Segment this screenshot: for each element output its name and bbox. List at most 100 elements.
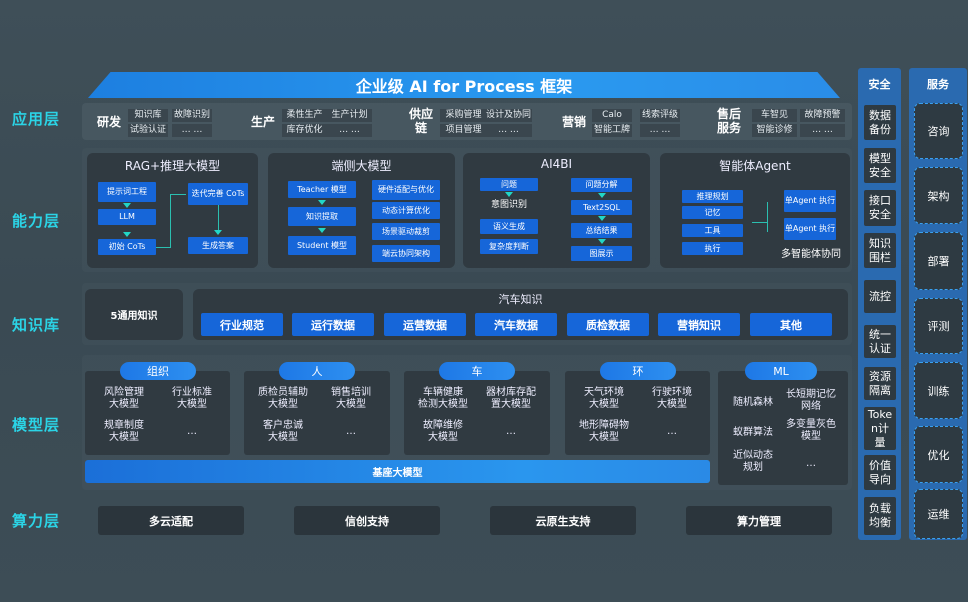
model-pill: 人 bbox=[279, 362, 355, 380]
single-agent-box: 单Agent 执行 bbox=[784, 190, 836, 212]
arrow-down-icon bbox=[123, 232, 131, 237]
model-item: 故障维修 大模型 bbox=[423, 420, 463, 443]
compute-item[interactable]: 云原生支持 bbox=[490, 506, 636, 535]
service-item[interactable]: 架构 bbox=[914, 167, 963, 224]
arrow-down-icon bbox=[123, 203, 131, 208]
arrow-down-icon bbox=[598, 193, 606, 198]
security-item-label: 价值导向 bbox=[869, 458, 891, 486]
model-item: 器材库存配 置大模型 bbox=[486, 387, 536, 410]
knowledge-item[interactable]: 运行数据 bbox=[292, 313, 374, 336]
app-cell[interactable]: … … bbox=[172, 124, 212, 137]
app-group-1: 生产 bbox=[250, 115, 275, 129]
security-item[interactable]: 流控 bbox=[864, 280, 896, 313]
general-knowledge-panel: 5通用知识 bbox=[85, 289, 183, 340]
agent-item: 执行 bbox=[682, 242, 743, 255]
model-item: 客户忠诚 大模型 bbox=[263, 420, 303, 443]
model-item: 地形障碍物 大模型 bbox=[579, 420, 629, 443]
single-agent-box: 单Agent 执行 bbox=[784, 218, 836, 240]
layer-label-knowledge: 知识库 bbox=[12, 316, 61, 334]
app-cell[interactable]: … … bbox=[640, 124, 680, 137]
service-title: 服务 bbox=[927, 78, 949, 91]
service-item[interactable]: 咨询 bbox=[914, 103, 963, 159]
app-cell[interactable]: 故障预警 bbox=[800, 109, 845, 122]
rag-llm-box: LLM bbox=[98, 209, 156, 225]
app-cell[interactable]: Calo bbox=[592, 109, 632, 122]
rag-prompt-box: 提示词工程 bbox=[98, 182, 156, 202]
ml-model-item: 蚁群算法 bbox=[733, 427, 773, 438]
ai4bi-title: AI4BI bbox=[540, 157, 573, 171]
app-cell[interactable]: 智能工牌 bbox=[592, 124, 632, 137]
knowledge-item[interactable]: 其他 bbox=[750, 313, 832, 336]
app-cell[interactable]: 柔性生产 bbox=[282, 109, 327, 122]
app-cell[interactable]: 项目管理 bbox=[440, 124, 487, 137]
connector-line bbox=[156, 247, 170, 248]
ml-model-item: … bbox=[806, 458, 816, 469]
model-item: 风险管理 大模型 bbox=[104, 387, 144, 410]
service-item[interactable]: 运维 bbox=[914, 489, 963, 539]
rag-answer-box: 生成答案 bbox=[188, 237, 248, 254]
service-item[interactable]: 评测 bbox=[914, 298, 963, 354]
model-item: 规章制度 大模型 bbox=[104, 420, 144, 443]
security-item[interactable]: 接口安全 bbox=[864, 190, 896, 226]
service-item[interactable]: 优化 bbox=[914, 426, 963, 483]
security-item[interactable]: Token计量 bbox=[864, 407, 896, 450]
layer-label-compute: 算力层 bbox=[12, 512, 61, 530]
app-cell[interactable]: … … bbox=[485, 124, 532, 137]
model-item: 车辆健康 检测大模型 bbox=[418, 387, 468, 410]
general-knowledge-label: 5通用知识 bbox=[110, 311, 158, 322]
app-cell[interactable]: 采购管理 bbox=[440, 109, 487, 122]
model-item: … bbox=[346, 426, 356, 437]
security-title: 安全 bbox=[868, 78, 891, 91]
model-pill: 环 bbox=[600, 362, 676, 380]
app-cell[interactable]: 车智见 bbox=[752, 109, 797, 122]
knowledge-item[interactable]: 运营数据 bbox=[384, 313, 466, 336]
security-item-label: 数据备份 bbox=[869, 108, 891, 136]
layer-label-model: 模型层 bbox=[12, 416, 61, 434]
security-item[interactable]: 价值导向 bbox=[864, 455, 896, 490]
security-item[interactable]: 资源隔离 bbox=[864, 367, 896, 400]
compute-item[interactable]: 多云适配 bbox=[98, 506, 244, 535]
app-cell[interactable]: 试验认证 bbox=[128, 124, 168, 137]
service-item[interactable]: 训练 bbox=[914, 362, 963, 419]
ai4bi-text2sql-box: Text2SQL bbox=[571, 200, 632, 215]
model-item: 天气环境 大模型 bbox=[584, 387, 624, 410]
security-item-label: 负载均衡 bbox=[869, 502, 891, 529]
ml-model-item: 多变量灰色 模型 bbox=[786, 419, 836, 442]
app-cell[interactable]: 生产计划 bbox=[327, 109, 372, 122]
model-item: … bbox=[667, 426, 677, 437]
connector-line bbox=[218, 205, 219, 233]
app-cell[interactable]: 库存优化 bbox=[282, 124, 327, 137]
security-item-label: 统一认证 bbox=[869, 327, 891, 355]
security-item-label: 流控 bbox=[869, 289, 891, 303]
base-model-label: 基座大模型 bbox=[372, 468, 423, 479]
knowledge-extract-box: 知识提取 bbox=[288, 207, 356, 226]
security-item[interactable]: 模型安全 bbox=[864, 148, 896, 183]
app-group-2: 供应链 bbox=[408, 107, 433, 135]
knowledge-item[interactable]: 行业规范 bbox=[201, 313, 283, 336]
app-cell[interactable]: 故障识别 bbox=[172, 109, 212, 122]
app-cell[interactable]: 知识库 bbox=[128, 109, 168, 122]
model-pill: 车 bbox=[439, 362, 515, 380]
security-item[interactable]: 负载均衡 bbox=[864, 497, 896, 535]
app-cell[interactable]: 智能诊修 bbox=[752, 124, 797, 137]
compute-item[interactable]: 算力管理 bbox=[686, 506, 832, 535]
knowledge-item[interactable]: 营销知识 bbox=[658, 313, 740, 336]
app-cell[interactable]: … … bbox=[800, 124, 845, 137]
knowledge-item[interactable]: 质检数据 bbox=[567, 313, 649, 336]
security-item[interactable]: 数据备份 bbox=[864, 105, 896, 140]
rag-initial-cots-box: 初始 CoTs bbox=[98, 239, 156, 255]
app-cell[interactable]: 设计及协同 bbox=[485, 109, 532, 122]
compute-item[interactable]: 信创支持 bbox=[294, 506, 440, 535]
knowledge-item[interactable]: 汽车数据 bbox=[475, 313, 557, 336]
app-cell[interactable]: 线索评级 bbox=[640, 109, 680, 122]
security-item[interactable]: 知识围栏 bbox=[864, 233, 896, 268]
security-item-label: 接口安全 bbox=[869, 194, 891, 221]
app-cell[interactable]: … … bbox=[327, 124, 372, 137]
agent-title: 智能体Agent bbox=[719, 159, 791, 173]
arrow-down-icon bbox=[318, 228, 326, 233]
edge-item: 动态计算优化 bbox=[372, 202, 440, 219]
model-item: 行驶环境 大模型 bbox=[652, 387, 692, 410]
app-group-0: 研发 bbox=[96, 115, 121, 129]
security-item[interactable]: 统一认证 bbox=[864, 325, 896, 358]
service-item[interactable]: 部署 bbox=[914, 232, 963, 290]
